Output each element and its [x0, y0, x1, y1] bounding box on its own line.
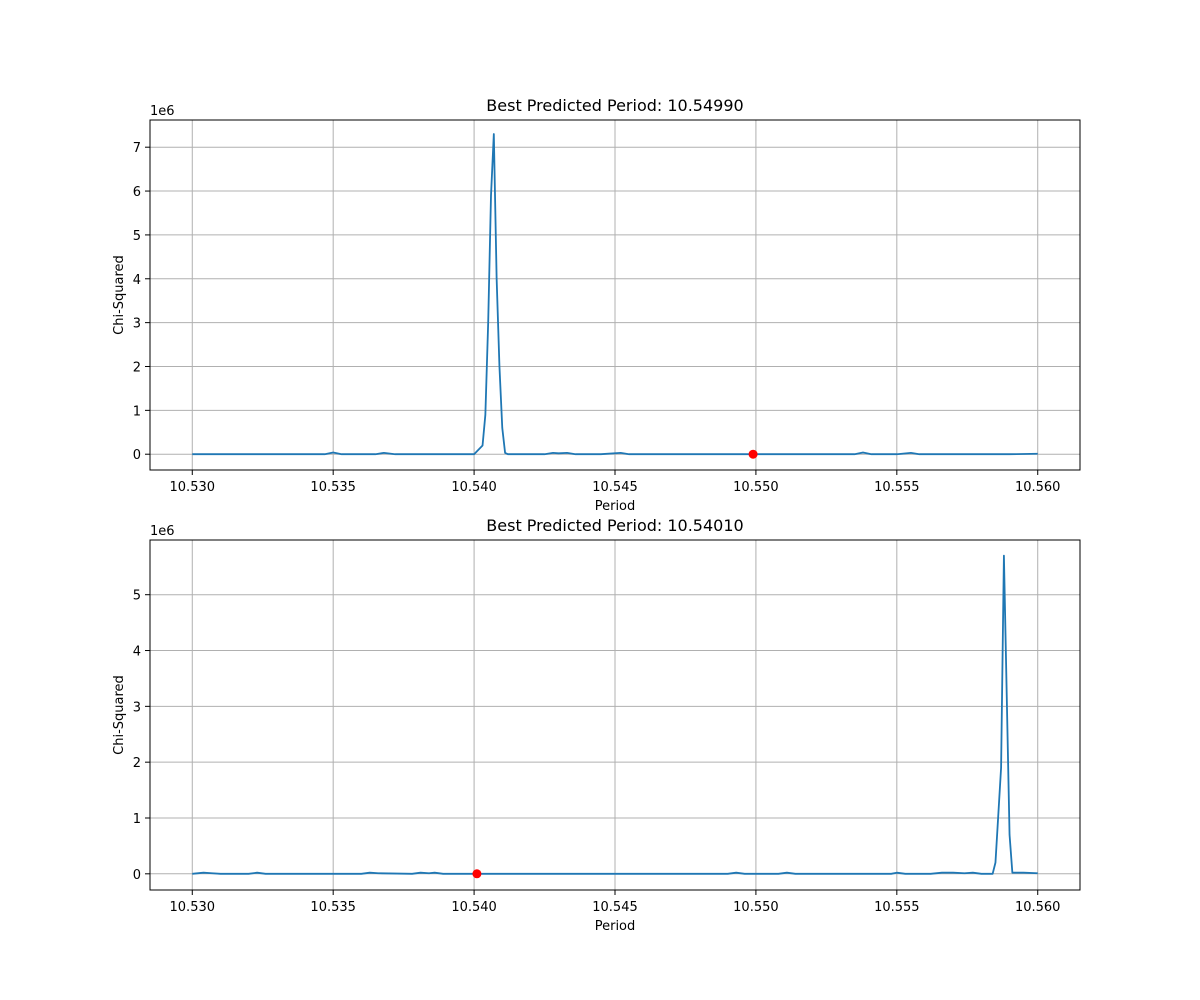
y-tick-label: 4 — [133, 273, 141, 288]
top-chart: 10.530 10.535 10.540 10.545 10.550 10.555 10.5… — [112, 96, 1081, 514]
y-offset-label: 1e6 — [150, 104, 175, 119]
y-tick-label: 6 — [133, 185, 141, 200]
y-tick-label: 2 — [133, 756, 141, 771]
y-tick-label: 3 — [133, 317, 141, 332]
y-axis-label: Chi-Squared — [112, 255, 127, 335]
y-tick-label: 0 — [133, 448, 141, 463]
x-tick-label: 10.535 — [310, 480, 356, 495]
x-tick-label: 10.555 — [874, 900, 920, 915]
y-offset-label: 1e6 — [150, 524, 175, 539]
x-axis-label: Period — [595, 919, 636, 934]
y-tick-label: 5 — [133, 589, 141, 604]
x-tick-label: 10.545 — [592, 480, 638, 495]
y-tick-label: 1 — [133, 404, 141, 419]
best-period-marker — [748, 449, 758, 459]
y-tick-label: 7 — [133, 141, 141, 156]
best-period-marker — [472, 869, 482, 879]
y-tick-label: 4 — [133, 645, 141, 660]
x-axis-label: Period — [595, 499, 636, 514]
y-tick-label: 1 — [133, 812, 141, 827]
y-tick-label: 2 — [133, 360, 141, 375]
x-tick-label: 10.560 — [1015, 480, 1061, 495]
x-tick-label: 10.530 — [170, 900, 216, 915]
chart-title: Best Predicted Period: 10.54010 — [486, 516, 743, 535]
y-axis-label: Chi-Squared — [112, 675, 127, 755]
x-tick-label: 10.550 — [733, 900, 779, 915]
x-tick-label: 10.530 — [170, 480, 216, 495]
series-line — [192, 554, 1038, 875]
x-tick-label: 10.535 — [310, 900, 356, 915]
chart-title: Best Predicted Period: 10.54990 — [486, 96, 743, 115]
y-tick-label: 0 — [133, 868, 141, 883]
x-tick-label: 10.545 — [592, 900, 638, 915]
series-line — [192, 133, 1038, 456]
y-tick-label: 5 — [133, 229, 141, 244]
x-tick-label: 10.555 — [874, 480, 920, 495]
x-tick-label: 10.560 — [1015, 900, 1061, 915]
x-tick-label: 10.540 — [451, 900, 497, 915]
bottom-chart: 10.530 10.535 10.540 10.545 10.550 10.555 10.5… — [112, 516, 1081, 934]
x-tick-label: 10.540 — [451, 480, 497, 495]
x-tick-label: 10.550 — [733, 480, 779, 495]
y-tick-label: 3 — [133, 700, 141, 715]
